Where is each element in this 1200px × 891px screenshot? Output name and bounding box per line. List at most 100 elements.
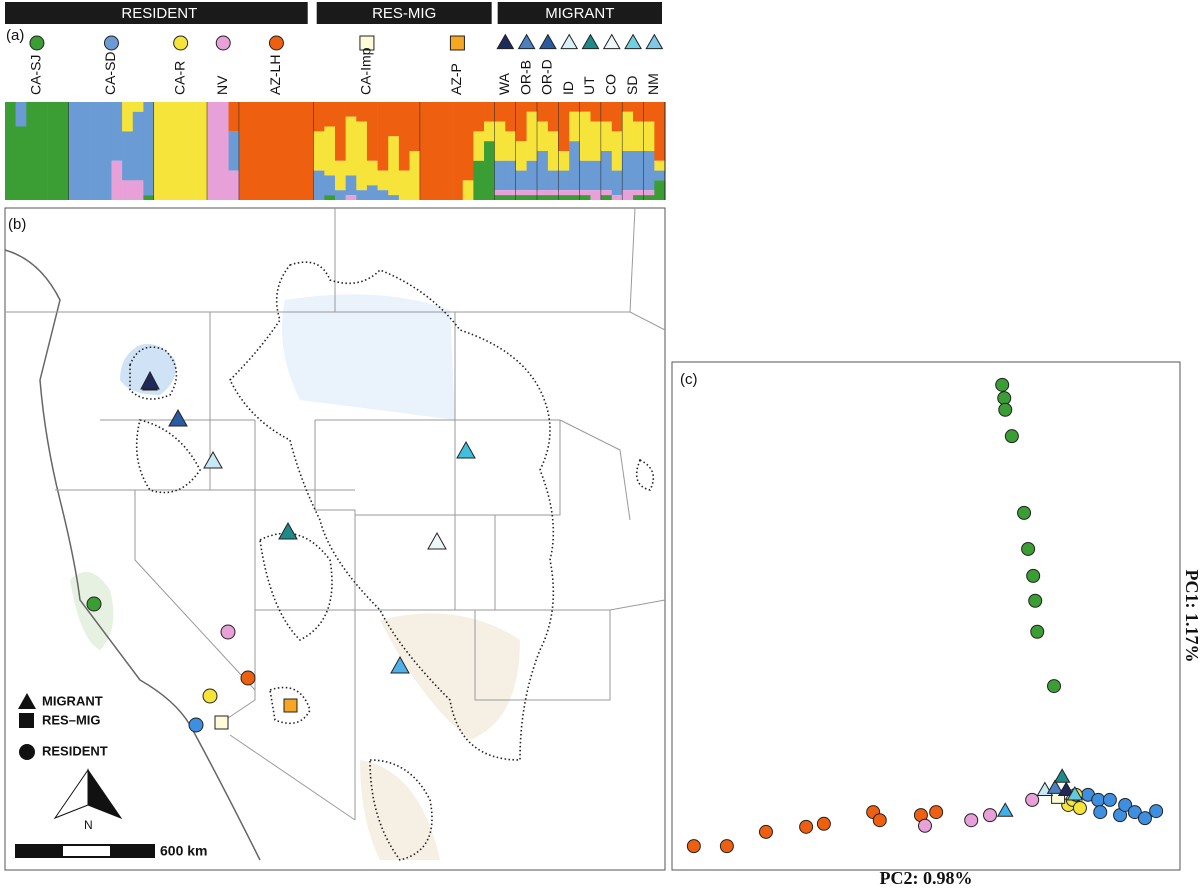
ancestry-segment	[345, 116, 357, 176]
marker	[1057, 781, 1075, 796]
marker	[1017, 505, 1032, 520]
ancestry-segment	[505, 160, 517, 191]
marker	[268, 35, 284, 51]
ancestry-segment	[143, 102, 155, 196]
marker	[1021, 541, 1036, 556]
marker	[1030, 624, 1045, 639]
ancestry-segment	[473, 102, 485, 132]
ancestry-segment	[388, 136, 400, 196]
ancestry-segment	[537, 102, 549, 122]
marker	[1053, 768, 1071, 783]
ancestry-segment	[558, 170, 570, 191]
ancestry-segment	[601, 102, 613, 122]
marker	[1102, 792, 1117, 807]
marker	[103, 35, 119, 51]
group-header	[497, 2, 662, 24]
ancestry-segment	[398, 170, 410, 200]
ancestry-segment	[526, 160, 538, 191]
group-header	[5, 2, 308, 24]
ancestry-segment	[558, 195, 570, 200]
marker	[29, 35, 45, 51]
ancestry-segment	[569, 141, 581, 191]
ancestry-segment	[622, 111, 634, 151]
ancestry-segment	[622, 102, 634, 112]
ancestry-segment	[537, 195, 549, 200]
ancestry-segment	[494, 195, 506, 200]
north-label: N	[84, 818, 93, 832]
ancestry-segment	[515, 141, 527, 171]
ancestry-segment	[505, 102, 517, 132]
ancestry-segment	[590, 190, 602, 200]
legend-label: RES–MIG	[42, 712, 101, 727]
ancestry-segment	[388, 195, 400, 200]
marker	[929, 805, 944, 820]
ancestry-segment	[473, 160, 485, 200]
ancestry-segment	[132, 111, 144, 181]
site-marker	[427, 531, 447, 550]
ancestry-segment	[484, 102, 495, 122]
ancestry-segment	[452, 102, 464, 200]
ancestry-segment	[377, 102, 389, 171]
marker	[1149, 804, 1164, 819]
ancestry-segment	[356, 121, 368, 191]
structure-plot: RESIDENT CA-SJ CA-SD CA-R NV AZ-LH RES-MIG CA-I…	[5, 2, 666, 200]
marker	[173, 35, 189, 51]
ancestry-segment	[132, 102, 144, 112]
ancestry-segment	[654, 180, 666, 200]
ancestry-segment	[36, 102, 48, 200]
ancestry-segment	[494, 190, 506, 196]
ancestry-segment	[122, 131, 134, 181]
ancestry-segment	[547, 170, 559, 191]
marker	[816, 816, 831, 831]
site-marker	[214, 715, 229, 730]
population-label: AZ-P	[448, 63, 464, 95]
plot-frame	[671, 361, 1181, 871]
ancestry-segment	[239, 102, 251, 200]
ancestry-segment	[356, 102, 368, 122]
ancestry-segment	[366, 185, 378, 200]
north-arrow	[87, 768, 123, 820]
ancestry-segment	[590, 102, 602, 122]
marker	[686, 839, 701, 854]
ancestry-segment	[601, 151, 613, 191]
ancestry-segment	[313, 102, 325, 132]
ancestry-segment	[579, 190, 591, 196]
ancestry-segment	[537, 151, 549, 191]
ancestry-segment	[356, 190, 368, 200]
marker	[917, 818, 932, 833]
marker	[1118, 797, 1133, 812]
ancestry-segment	[5, 102, 16, 200]
ancestry-segment	[579, 102, 591, 112]
marker	[1047, 679, 1062, 694]
marker	[996, 802, 1014, 817]
marker	[719, 839, 734, 854]
legend-symbol	[19, 713, 34, 728]
marker	[560, 33, 579, 50]
panel-label: (c)	[680, 371, 698, 388]
ancestry-segment	[335, 102, 346, 161]
ancestry-segment	[569, 102, 581, 112]
ancestry-segment	[654, 170, 666, 181]
population-label: CA-SD	[102, 51, 118, 95]
ancestry-segment	[196, 102, 208, 200]
marker	[1028, 593, 1043, 608]
population-label: AZ-LH	[267, 55, 283, 95]
ancestry-segment	[547, 190, 559, 196]
x-axis-label: PC2: 0.98%	[880, 868, 973, 888]
ancestry-segment	[569, 111, 581, 142]
legend-label: RESIDENT	[42, 743, 108, 758]
ancestry-segment	[547, 195, 559, 200]
ancestry-segment	[271, 102, 283, 200]
ancestry-segment	[494, 121, 506, 161]
ancestry-segment	[345, 195, 357, 200]
ancestry-segment	[505, 195, 517, 200]
ancestry-segment	[324, 175, 336, 196]
marker	[602, 33, 621, 50]
ancestry-segment	[420, 102, 432, 200]
ancestry-segment	[430, 102, 442, 200]
ancestry-segment	[313, 170, 325, 200]
ancestry-segment	[313, 131, 325, 171]
ancestry-segment	[132, 180, 144, 200]
range-area	[282, 294, 455, 420]
ancestry-segment	[579, 195, 591, 200]
